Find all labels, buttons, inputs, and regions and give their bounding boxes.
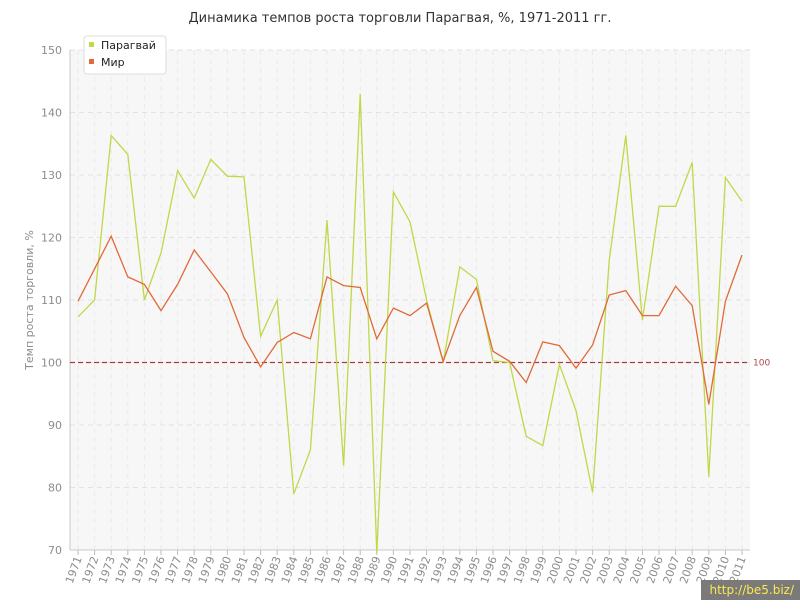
legend-swatch — [89, 42, 94, 47]
y-tick-label: 100 — [41, 357, 62, 370]
y-tick-label: 120 — [41, 232, 62, 245]
reference-line-group: 100 — [70, 359, 770, 369]
legend: Парагвай Мир — [83, 35, 167, 75]
y-tick-label: 130 — [41, 169, 62, 182]
y-tick-label: 150 — [41, 44, 62, 57]
chart-title: Динамика темпов роста торговли Парагвая,… — [189, 11, 612, 26]
y-tick-label: 80 — [48, 482, 62, 495]
y-tick-label: 110 — [41, 294, 62, 307]
legend-swatch — [89, 59, 94, 64]
y-axis-label: Темп роста торговли, % — [23, 230, 36, 371]
series-line-paraguay — [77, 93, 743, 554]
y-tick-label: 70 — [48, 544, 62, 557]
y-tick-label: 90 — [48, 419, 62, 432]
y-tick-label: 140 — [41, 107, 62, 120]
legend-label: Мир — [101, 56, 125, 69]
legend-label: Парагвай — [101, 39, 156, 52]
series-group — [77, 93, 743, 554]
series-line-world — [77, 234, 743, 405]
reference-line-label: 100 — [753, 359, 770, 369]
legend-box — [83, 35, 167, 75]
watermark-link[interactable]: http://be5.biz/ — [701, 580, 800, 600]
